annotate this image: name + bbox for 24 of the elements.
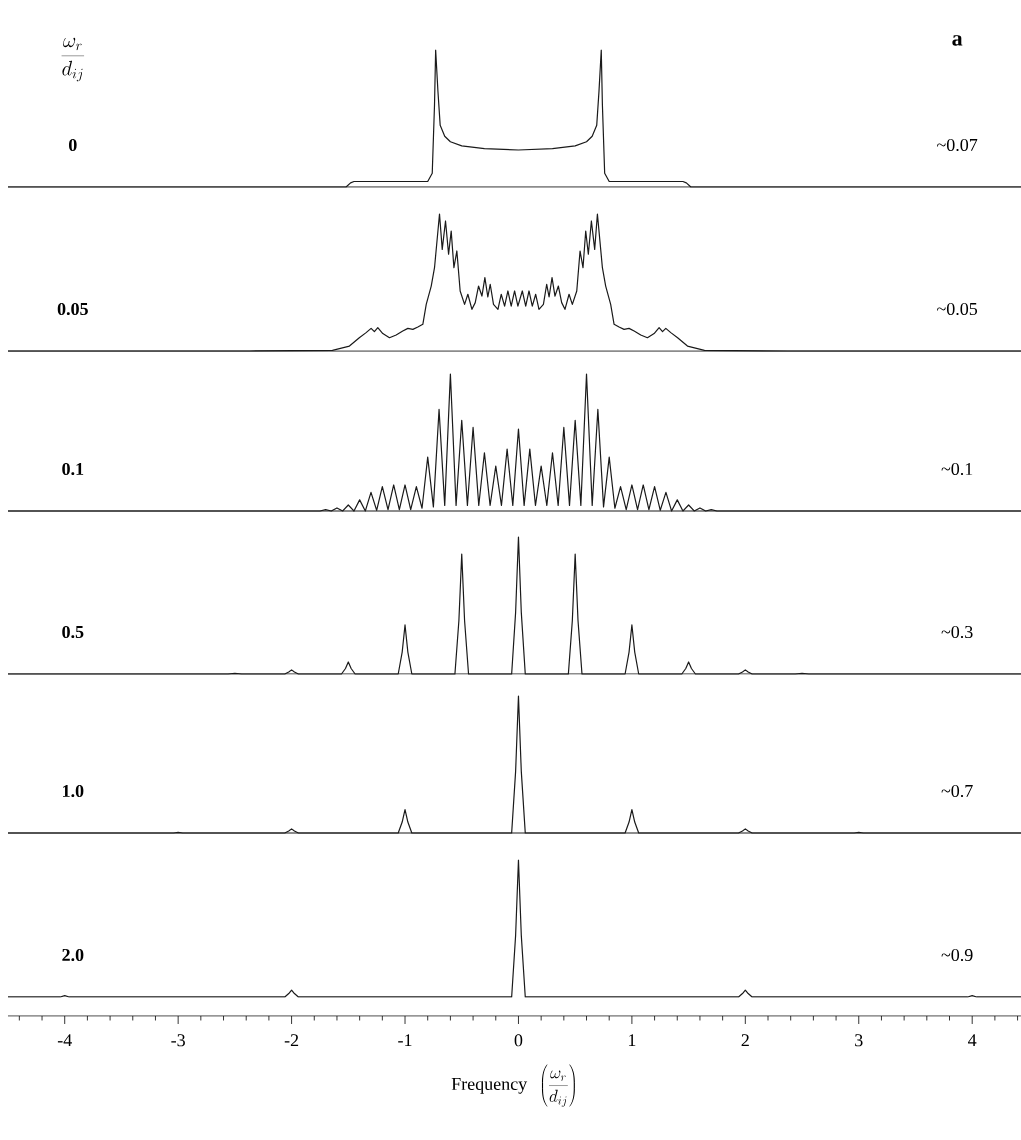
annotation: ~0.3	[941, 625, 973, 639]
x-tick-label: -2	[284, 1034, 299, 1047]
x-tick-label: 3	[855, 1034, 863, 1047]
text: 0	[69, 138, 77, 152]
x-tick-label: 2	[741, 1034, 749, 1047]
annotation: ~0.1	[941, 462, 973, 476]
text: 0.05	[57, 302, 88, 316]
text: 0.5	[62, 625, 84, 639]
x-tick-label: 4	[968, 1034, 977, 1047]
x-tick-label: 0	[514, 1034, 523, 1047]
text: 1.0	[63, 784, 84, 798]
y-axis-title: $\frac{\omega_r}{d_{ij}}$	[61, 37, 85, 82]
annotation: ~0.9	[941, 948, 973, 962]
text: 0.1	[62, 462, 84, 476]
x-tick-label: -4	[57, 1034, 72, 1047]
x-tick-label: -3	[171, 1034, 185, 1047]
annotation: ~0.7	[941, 784, 973, 798]
text: a	[952, 35, 963, 46]
x-tick-label: -1	[398, 1034, 412, 1047]
x-axis-title: $\mathrm{Frequency}\ \ \left(\frac{\omega_r}{d_{ij}}\right)$	[451, 1064, 575, 1107]
annotation: ~0.07	[937, 138, 978, 152]
text: 2.0	[62, 948, 84, 962]
x-tick-label: 1	[628, 1034, 636, 1047]
annotation: ~0.05	[937, 302, 978, 316]
